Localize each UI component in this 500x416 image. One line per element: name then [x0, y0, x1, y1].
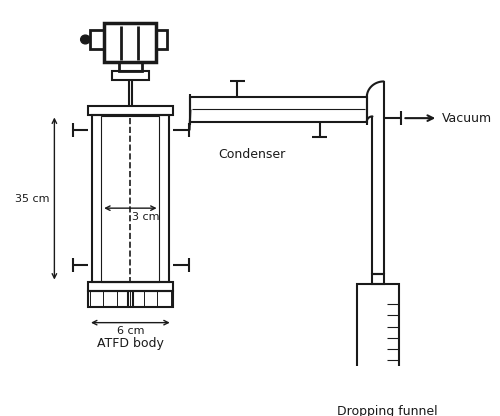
Bar: [358, 284, 399, 380]
Bar: [104, 23, 156, 62]
Bar: [88, 106, 172, 115]
Bar: [112, 71, 149, 80]
Text: 3 cm: 3 cm: [132, 212, 160, 222]
Text: Dropping funnel: Dropping funnel: [337, 405, 438, 416]
Bar: [88, 282, 172, 291]
Text: Vacuum: Vacuum: [442, 111, 492, 125]
Bar: [156, 30, 167, 49]
Circle shape: [80, 35, 90, 44]
Bar: [88, 291, 172, 307]
Text: 35 cm: 35 cm: [15, 193, 50, 203]
Bar: [119, 62, 142, 71]
Text: ATFD body: ATFD body: [97, 337, 164, 349]
Bar: [92, 115, 169, 282]
Bar: [102, 116, 160, 282]
Text: Condenser: Condenser: [218, 148, 286, 161]
Bar: [372, 274, 384, 284]
Bar: [190, 97, 367, 121]
Text: 6 cm: 6 cm: [116, 326, 144, 336]
Bar: [90, 30, 104, 49]
